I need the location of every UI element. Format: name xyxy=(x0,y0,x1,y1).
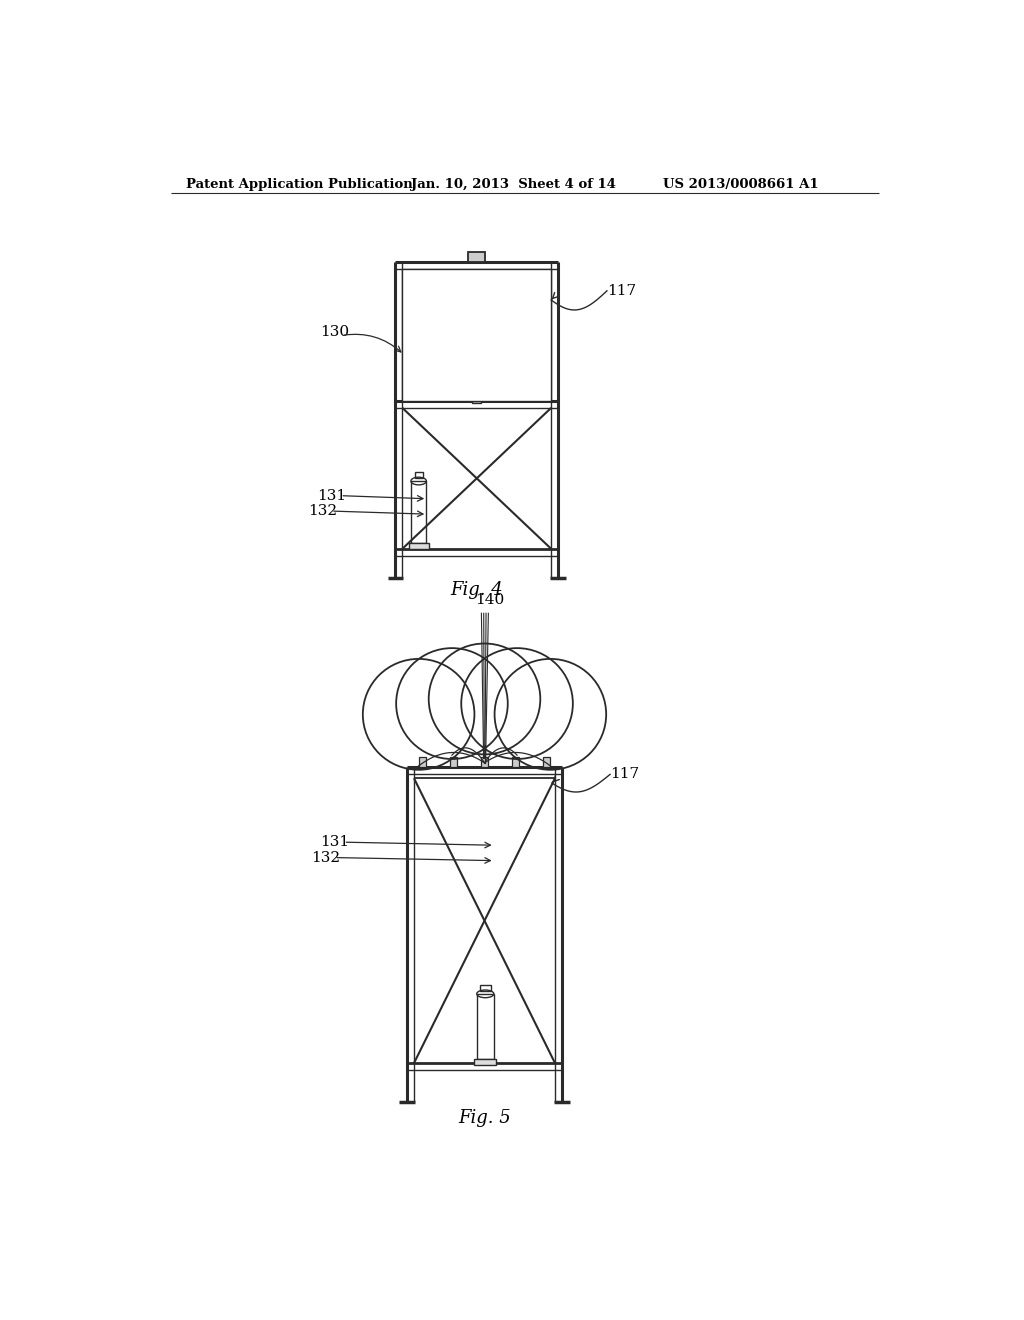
Text: US 2013/0008661 A1: US 2013/0008661 A1 xyxy=(663,178,818,190)
Bar xyxy=(402,269,551,401)
Bar xyxy=(411,480,426,543)
Text: 140: 140 xyxy=(475,593,505,607)
Text: 131: 131 xyxy=(317,488,346,503)
Bar xyxy=(481,758,487,767)
Bar xyxy=(451,758,457,767)
Bar xyxy=(468,252,485,263)
Text: 132: 132 xyxy=(308,504,337,517)
Text: Jan. 10, 2013  Sheet 4 of 14: Jan. 10, 2013 Sheet 4 of 14 xyxy=(411,178,615,190)
Text: 117: 117 xyxy=(610,767,639,781)
Text: 131: 131 xyxy=(321,836,349,849)
Text: Fig. 5: Fig. 5 xyxy=(458,1109,511,1127)
Bar xyxy=(477,994,494,1059)
Bar xyxy=(474,1059,496,1065)
Text: 130: 130 xyxy=(321,325,349,339)
Bar xyxy=(472,395,481,404)
Text: Patent Application Publication: Patent Application Publication xyxy=(186,178,413,190)
Bar xyxy=(409,543,429,549)
Bar xyxy=(415,471,423,478)
Text: Fig. 4: Fig. 4 xyxy=(451,581,503,599)
Bar xyxy=(420,758,426,767)
Bar xyxy=(512,758,518,767)
Text: 117: 117 xyxy=(607,284,636,298)
Bar xyxy=(480,985,490,991)
Text: 132: 132 xyxy=(311,850,340,865)
Bar xyxy=(544,758,550,767)
